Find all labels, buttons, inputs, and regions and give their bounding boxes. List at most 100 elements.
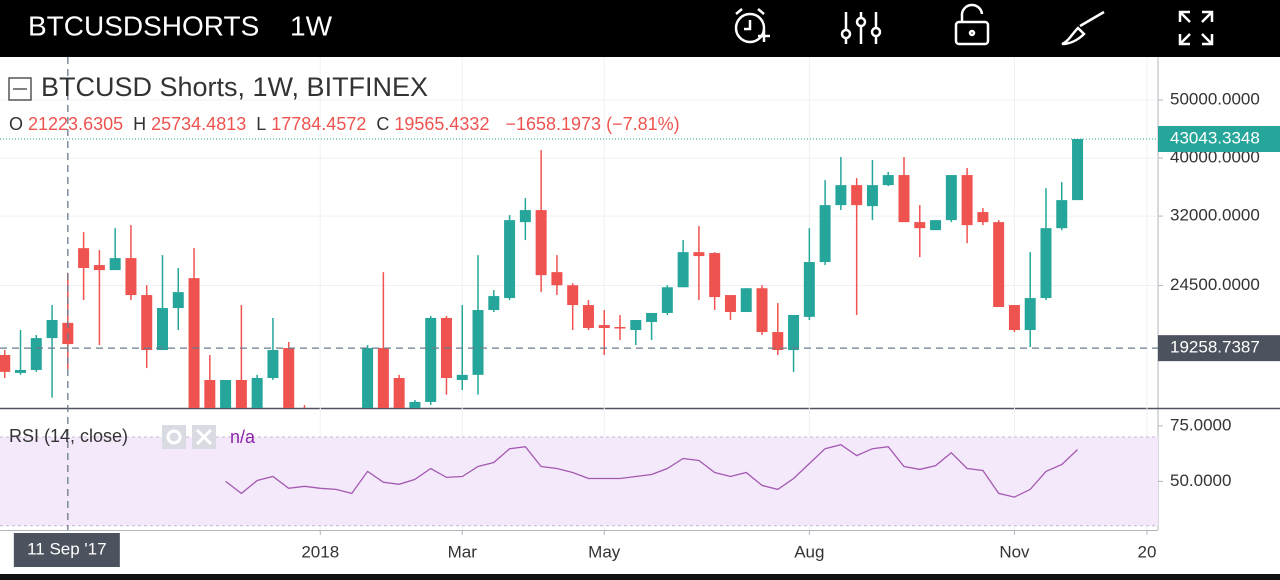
candle-body xyxy=(661,287,673,313)
ohlc-value: 21223.6305 xyxy=(28,114,123,134)
candle-body xyxy=(409,401,421,408)
candle-body xyxy=(835,185,847,206)
candle-body xyxy=(504,220,516,299)
ohlc-value: 25734.4813 xyxy=(151,114,246,134)
candle-body xyxy=(803,262,815,317)
candle-body xyxy=(204,379,216,408)
candle-body xyxy=(93,265,105,271)
toolbar-icons xyxy=(734,3,1214,46)
rsi-line xyxy=(225,443,1078,498)
top-bar xyxy=(0,0,1280,57)
candle-body xyxy=(30,338,42,370)
candle-body xyxy=(1072,139,1084,201)
x-tick-label: Nov xyxy=(999,542,1030,561)
candle-body xyxy=(141,295,153,351)
candle-body xyxy=(724,295,736,313)
lock-icon[interactable] xyxy=(954,3,990,46)
candle-body xyxy=(472,310,484,375)
x-tick-label: Mar xyxy=(448,542,478,561)
candle-body xyxy=(646,312,658,322)
candle-body xyxy=(630,320,642,331)
candle-body xyxy=(740,288,752,313)
y-tick-label: 32000.0000 xyxy=(1170,206,1260,225)
crosshair-date-label: 11 Sep '17 xyxy=(27,539,107,558)
crosshair-price-box xyxy=(1158,335,1280,362)
candle-body xyxy=(677,252,689,288)
candle-body xyxy=(709,253,721,298)
candle-body xyxy=(188,278,200,408)
candle-body xyxy=(156,308,168,351)
candle-body xyxy=(1024,298,1036,331)
x-tick-label: 20 xyxy=(1137,542,1156,561)
candle-body xyxy=(267,350,279,379)
bottom-bar xyxy=(0,574,1280,580)
ohlc-legend: O 21223.6305 H 25734.4813 L 17784.4572 C 19565.… xyxy=(9,114,680,134)
candle-body xyxy=(551,272,563,286)
candle-body xyxy=(914,222,926,229)
candle-body xyxy=(977,212,989,223)
candle-body xyxy=(251,378,263,408)
candle-body xyxy=(172,292,184,309)
y-tick-label: 50.0000 xyxy=(1170,471,1231,490)
candle-body xyxy=(756,288,768,333)
ohlc-key: O xyxy=(9,114,23,134)
crosshair-price-label: 19258.7387 xyxy=(1170,338,1260,357)
collapse-icon[interactable] xyxy=(8,77,32,101)
fullscreen-icon[interactable] xyxy=(1178,10,1214,46)
candle-body xyxy=(788,314,800,351)
candle-body xyxy=(598,325,610,329)
x-tick-label: May xyxy=(588,542,621,561)
candle-body xyxy=(109,258,121,271)
candle-body xyxy=(425,317,437,402)
y-tick-label: 50000.0000 xyxy=(1170,90,1260,109)
candle-body xyxy=(614,327,626,329)
candle-body xyxy=(393,378,405,408)
candle-body xyxy=(1056,200,1068,229)
candle-body xyxy=(456,374,468,380)
candle-body xyxy=(283,348,295,408)
candle-body xyxy=(930,220,942,231)
chart-title: BTCUSD Shorts, 1W, BITFINEX xyxy=(41,72,428,102)
candle-body xyxy=(945,175,957,221)
candle-body xyxy=(882,175,894,186)
y-tick-label: 24500.0000 xyxy=(1170,275,1260,294)
rsi-remove-button[interactable] xyxy=(192,425,216,449)
alert-icon[interactable] xyxy=(734,8,770,44)
rsi-title: RSI (14, close) xyxy=(9,426,128,446)
rsi-settings-button[interactable] xyxy=(162,425,186,449)
candle-body xyxy=(1040,228,1052,299)
candle-body xyxy=(898,175,910,223)
candle-body xyxy=(15,369,27,373)
candle-body xyxy=(46,320,58,339)
candle-body xyxy=(567,285,579,306)
candle-body xyxy=(362,348,374,408)
symbol[interactable]: BTCUSDSHORTS xyxy=(28,10,259,41)
ohlc-value: 17784.4572 xyxy=(271,114,366,134)
candle-body xyxy=(78,248,90,269)
rsi-status: n/a xyxy=(230,427,256,447)
interval[interactable]: 1W xyxy=(290,10,333,41)
settings-icon[interactable] xyxy=(840,12,882,44)
candle-body xyxy=(819,205,831,263)
candle-body xyxy=(866,185,878,207)
candle-body xyxy=(582,305,594,329)
x-tick-label: Aug xyxy=(794,542,824,561)
ohlc-key: C xyxy=(376,114,389,134)
rsi-band xyxy=(0,436,1158,526)
ohlc-key: L xyxy=(256,114,266,134)
ohlc-key: H xyxy=(133,114,146,134)
draw-icon[interactable] xyxy=(1061,10,1105,46)
candle-body xyxy=(961,175,973,226)
ohlc-change: −1658.1973 (−7.81%) xyxy=(505,114,679,134)
x-tick-label: 2018 xyxy=(301,542,339,561)
candle-body xyxy=(235,379,247,408)
last-price-label: 43043.3348 xyxy=(1170,128,1260,147)
candle-body xyxy=(772,332,784,351)
candle-body xyxy=(220,379,232,408)
candle-body xyxy=(519,210,531,223)
candle-body xyxy=(693,252,705,257)
candle-body xyxy=(535,210,547,276)
last-price-box xyxy=(1158,126,1280,153)
candle-body xyxy=(377,348,389,408)
